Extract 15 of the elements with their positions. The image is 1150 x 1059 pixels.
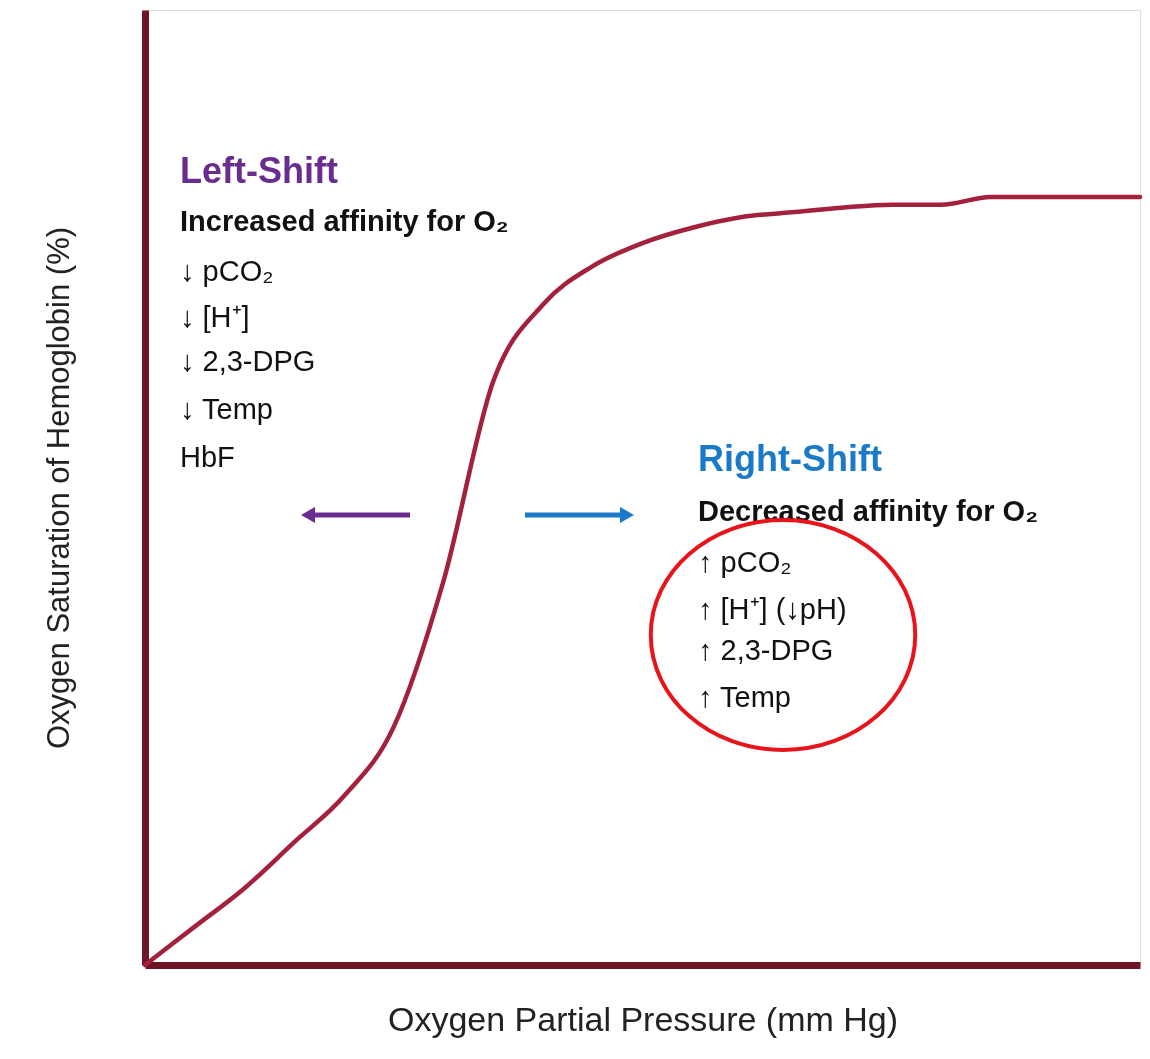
annotation: ↓ pCO₂ [180, 255, 274, 287]
annotation: Right-Shift [698, 438, 882, 479]
annotation: ↑ 2,3-DPG [698, 634, 834, 666]
annotation: ↑ pCO₂ [698, 546, 792, 578]
y-axis-title: Oxygen Saturation of Hemoglobin (%) [40, 226, 76, 750]
annotation: ↓ Temp [180, 393, 273, 425]
annotation: Decreased affinity for O₂ [698, 495, 1039, 527]
annotation: ↑ Temp [698, 681, 791, 713]
annotation: ↑ [H⁺] (↓pH) [698, 593, 847, 625]
annotation: ↓ 2,3-DPG [180, 345, 316, 377]
text: Left-Shift [180, 150, 338, 191]
x-axis-title: Oxygen Partial Pressure (mm Hg) [387, 999, 899, 1038]
annotation: ↓ [H⁺] [180, 301, 250, 333]
annotation: HbF [180, 441, 235, 473]
annotation: Increased affinity for O₂ [180, 205, 509, 237]
